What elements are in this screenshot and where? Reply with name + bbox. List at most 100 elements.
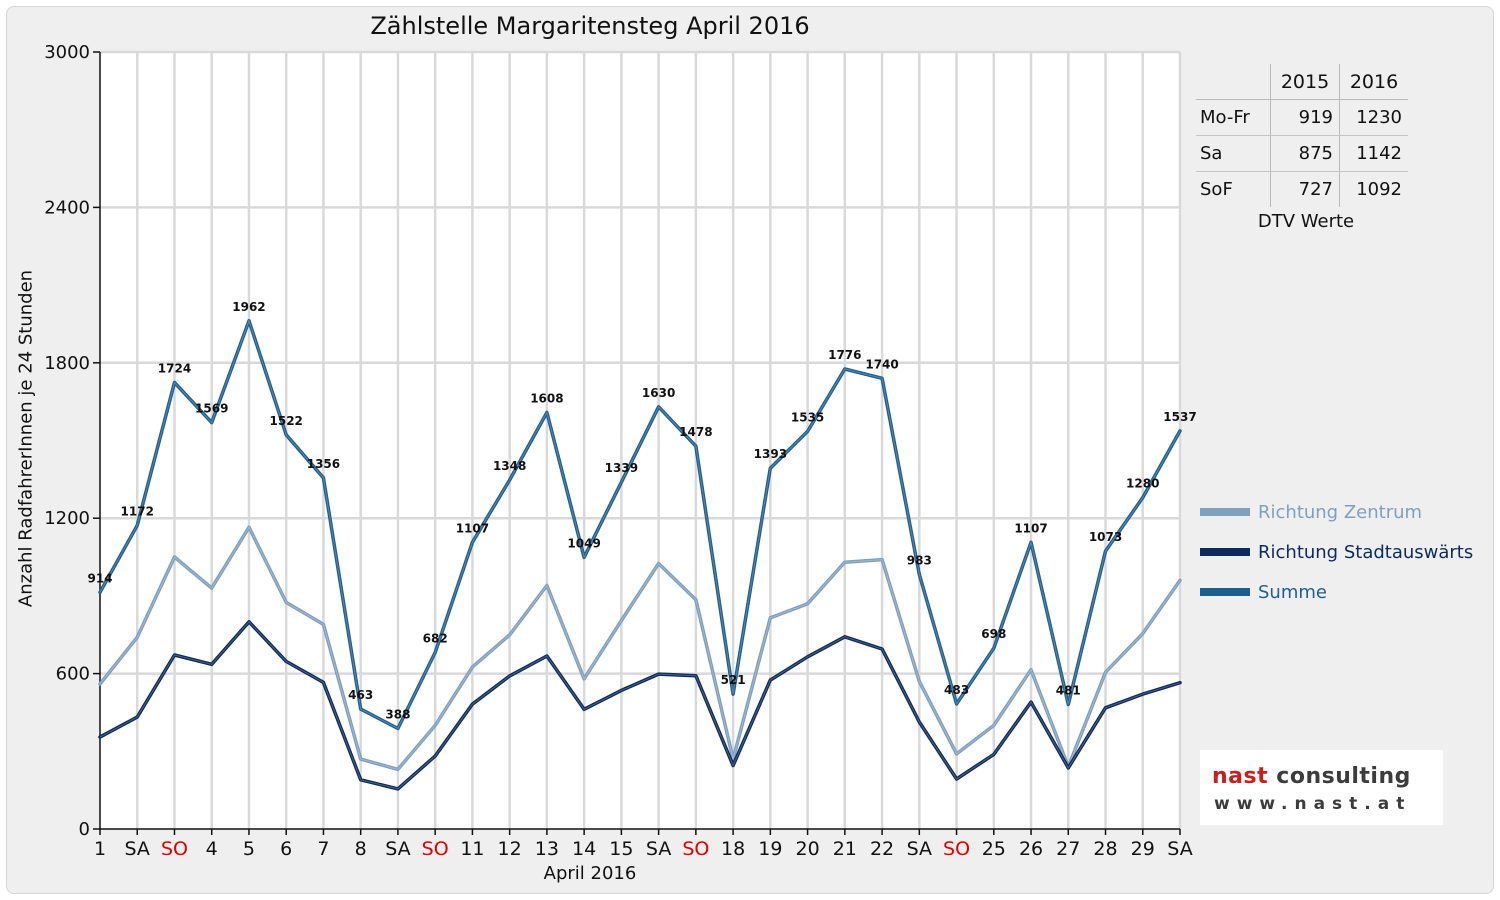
x-tick-label: 21 bbox=[833, 838, 857, 860]
x-tick-label: 1 bbox=[94, 838, 106, 860]
logo-url: www.nast.at bbox=[1214, 794, 1412, 814]
data-label-summe: 1049 bbox=[567, 536, 600, 550]
x-tick-label: 27 bbox=[1056, 838, 1080, 860]
dtv-row-sa: Sa 875 1142 bbox=[1196, 135, 1408, 172]
dtv-value-2015: 919 bbox=[1270, 99, 1340, 136]
data-label-summe: 1724 bbox=[158, 361, 191, 375]
x-tick-label: SO bbox=[422, 838, 449, 860]
data-label-summe: 1608 bbox=[530, 392, 563, 406]
legend-item-stadtauswaerts: Richtung Stadtauswärts bbox=[1200, 532, 1473, 572]
series-line-richtung-zentrum-highlight bbox=[99, 526, 1181, 770]
dtv-value-2015: 727 bbox=[1270, 171, 1340, 207]
x-tick-label: SA bbox=[385, 838, 410, 860]
data-label-summe: 1478 bbox=[679, 425, 712, 439]
data-label-summe: 388 bbox=[385, 708, 410, 722]
legend: Richtung Zentrum Richtung Stadtauswärts … bbox=[1200, 492, 1473, 612]
x-tick-label: 4 bbox=[206, 838, 218, 860]
data-label-summe: 1172 bbox=[121, 504, 154, 518]
series-line-richtung-stadtauswaerts-highlight bbox=[99, 621, 1181, 790]
x-tick-label: SO bbox=[161, 838, 188, 860]
data-label-summe: 1776 bbox=[828, 348, 861, 362]
data-label-summe: 1073 bbox=[1089, 530, 1122, 544]
dtv-header-2016: 2016 bbox=[1339, 64, 1408, 100]
x-tick-label: 22 bbox=[870, 838, 894, 860]
y-tick-label: 2400 bbox=[44, 197, 90, 218]
x-tick-label: SO bbox=[682, 838, 709, 860]
x-tick-label: 11 bbox=[460, 838, 484, 860]
data-label-summe: 1339 bbox=[605, 461, 638, 475]
data-label-summe: 1356 bbox=[307, 457, 340, 471]
data-label-summe: 483 bbox=[944, 683, 969, 697]
x-tick-label: 26 bbox=[1019, 838, 1043, 860]
dtv-value-2016: 1142 bbox=[1339, 135, 1408, 172]
dtv-row-sof: SoF 727 1092 bbox=[1196, 171, 1408, 207]
series-line-summe bbox=[98, 319, 1182, 731]
x-tick-label: 18 bbox=[721, 838, 745, 860]
dtv-table: 2015 2016 Mo-Fr 919 1230 Sa 875 1142 SoF… bbox=[1196, 64, 1416, 232]
x-tick-label: 29 bbox=[1131, 838, 1155, 860]
data-label-summe: 983 bbox=[907, 553, 932, 567]
legend-swatch bbox=[1200, 508, 1250, 516]
x-tick-label: 13 bbox=[535, 838, 559, 860]
y-tick-label: 3000 bbox=[44, 42, 90, 63]
data-label-summe: 698 bbox=[981, 627, 1006, 641]
dtv-row-label: SoF bbox=[1200, 179, 1233, 200]
x-axis-label: April 2016 bbox=[543, 863, 637, 884]
legend-item-zentrum: Richtung Zentrum bbox=[1200, 492, 1473, 532]
x-tick-label: 15 bbox=[609, 838, 633, 860]
y-axis-label: Anzahl RadfahrerInnen je 24 Stunden bbox=[15, 269, 37, 608]
chart-title: Zählstelle Margaritensteg April 2016 bbox=[370, 12, 810, 40]
data-label-summe: 1107 bbox=[456, 521, 489, 535]
x-tick-label: 28 bbox=[1093, 838, 1117, 860]
y-tick-label: 1200 bbox=[44, 508, 90, 529]
series-line-summe-highlight bbox=[99, 319, 1181, 730]
data-label-summe: 1107 bbox=[1014, 521, 1047, 535]
y-tick-label: 1800 bbox=[44, 353, 90, 374]
company-logo: nast consulting www.nast.at bbox=[1200, 750, 1443, 825]
data-label-summe: 1962 bbox=[232, 300, 265, 314]
x-tick-label: 19 bbox=[758, 838, 782, 860]
data-label-summe: 481 bbox=[1056, 683, 1081, 697]
x-tick-label: 6 bbox=[280, 838, 292, 860]
logo-text-nast: nast bbox=[1212, 764, 1269, 789]
legend-swatch bbox=[1200, 588, 1250, 596]
dtv-row-mo-fr: Mo-Fr 919 1230 bbox=[1196, 99, 1408, 136]
dtv-value-2015: 875 bbox=[1270, 135, 1340, 172]
series-line-richtung-stadtauswaerts bbox=[98, 620, 1182, 791]
dtv-row-label: Sa bbox=[1196, 135, 1271, 172]
logo-text-consulting: consulting bbox=[1276, 764, 1411, 789]
dtv-value-2016: 1230 bbox=[1339, 99, 1408, 136]
dtv-caption: DTV Werte bbox=[1257, 211, 1355, 232]
x-tick-label: 12 bbox=[498, 838, 522, 860]
y-tick-label: 0 bbox=[79, 819, 90, 840]
data-label-summe: 914 bbox=[87, 571, 112, 585]
legend-swatch bbox=[1200, 548, 1250, 556]
x-tick-label: SA bbox=[646, 838, 671, 860]
data-label-summe: 682 bbox=[423, 631, 448, 645]
dtv-header-2015: 2015 bbox=[1270, 64, 1340, 100]
data-label-summe: 1740 bbox=[865, 357, 898, 371]
dtv-value-2016: 1092 bbox=[1339, 171, 1408, 207]
data-label-summe: 1280 bbox=[1126, 476, 1159, 490]
series-line-richtung-zentrum bbox=[98, 525, 1182, 772]
legend-label: Richtung Stadtauswärts bbox=[1258, 541, 1474, 563]
x-tick-label: SA bbox=[125, 838, 150, 860]
legend-label: Richtung Zentrum bbox=[1258, 501, 1423, 523]
x-tick-label: SO bbox=[943, 838, 970, 860]
x-tick-label: SA bbox=[907, 838, 932, 860]
data-label-summe: 463 bbox=[348, 688, 373, 702]
dtv-row-label: Mo-Fr bbox=[1196, 99, 1271, 136]
legend-item-summe: Summe bbox=[1200, 572, 1473, 612]
x-tick-label: SA bbox=[1167, 838, 1192, 860]
x-tick-label: 25 bbox=[982, 838, 1006, 860]
x-tick-label: 5 bbox=[243, 838, 255, 860]
data-label-summe: 1537 bbox=[1163, 410, 1196, 424]
x-tick-label: 7 bbox=[317, 838, 329, 860]
plot-area bbox=[100, 52, 1180, 829]
data-label-summe: 1535 bbox=[791, 410, 824, 424]
y-tick-label: 600 bbox=[56, 664, 90, 685]
data-label-summe: 1630 bbox=[642, 386, 675, 400]
data-label-summe: 1348 bbox=[493, 459, 526, 473]
legend-label: Summe bbox=[1258, 581, 1327, 603]
